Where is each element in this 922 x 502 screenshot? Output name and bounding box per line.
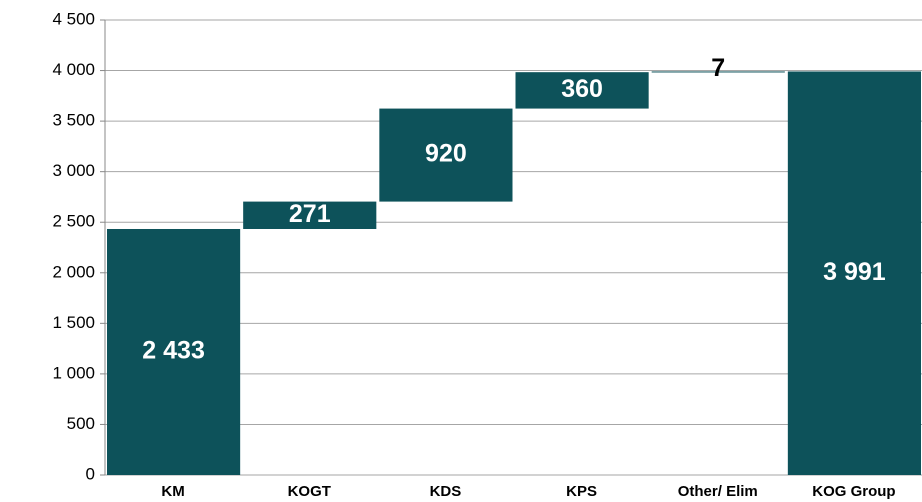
y-tick-label: 2 500	[52, 212, 95, 231]
data-label: 920	[425, 140, 467, 168]
y-tick-label: 4 500	[52, 9, 95, 28]
data-label: 271	[289, 200, 331, 228]
bar	[651, 71, 785, 73]
bar	[515, 72, 649, 109]
y-tick-label: 1 500	[52, 313, 95, 332]
data-label: 2 433	[142, 337, 205, 365]
data-label: 7	[711, 54, 725, 82]
x-tick-label: Other/ Elim	[678, 483, 758, 500]
bar	[379, 108, 513, 202]
y-tick-label: 3 500	[52, 111, 95, 130]
data-label: 360	[561, 75, 603, 103]
y-tick-label: 4 000	[52, 60, 95, 79]
x-tick-label: KOG Group	[812, 483, 895, 500]
x-tick-label: KM	[161, 483, 184, 500]
y-tick-label: 500	[67, 414, 95, 433]
y-tick-label: 1 000	[52, 363, 95, 382]
bar	[107, 228, 241, 475]
bar	[243, 201, 377, 229]
x-tick-label: KDS	[430, 483, 462, 500]
x-tick-label: KOGT	[288, 483, 331, 500]
y-tick-label: 3 000	[52, 161, 95, 180]
y-tick-label: 0	[86, 464, 95, 483]
x-tick-label: KPS	[566, 483, 597, 500]
data-label: 3 991	[823, 258, 886, 286]
y-tick-label: 2 000	[52, 262, 95, 281]
bar	[787, 71, 921, 476]
